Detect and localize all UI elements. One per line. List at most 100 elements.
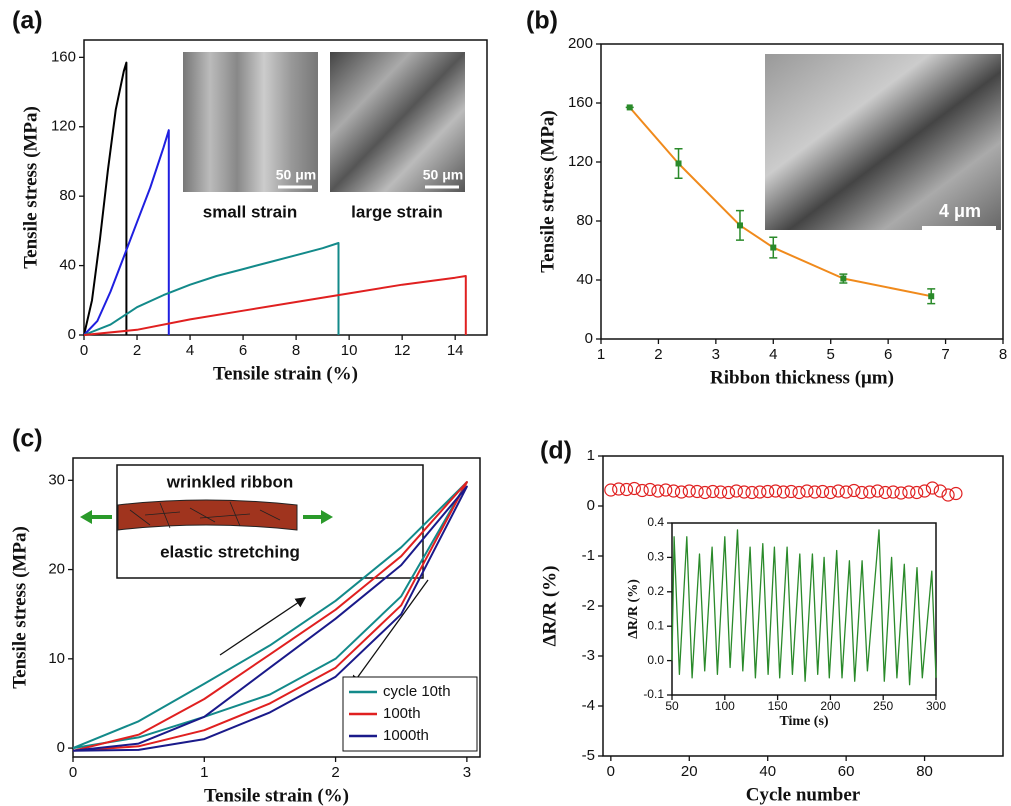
- x-tick-label: 12: [394, 342, 411, 359]
- x-tick-label: 0: [607, 763, 615, 780]
- y-tick-label: -0.1: [643, 687, 664, 701]
- x-tick-label: 80: [916, 763, 933, 780]
- marker: [627, 481, 641, 496]
- marker: [737, 485, 751, 499]
- marker: [698, 485, 712, 500]
- y-tick-label: 0.4: [647, 515, 664, 529]
- marker: [870, 484, 885, 498]
- x-tick-label: 150: [768, 699, 788, 713]
- y-tick-label: 80: [576, 212, 593, 229]
- x-tick-label: 2: [654, 346, 662, 363]
- x-tick-label: 10: [341, 342, 358, 359]
- marker: [839, 485, 853, 499]
- x-tick-label: 250: [873, 699, 893, 713]
- marker: [855, 485, 869, 500]
- y-tick-label: 200: [568, 35, 593, 52]
- marker: [651, 484, 665, 498]
- y-tick-label: 0: [68, 326, 76, 343]
- x-tick-label: 60: [838, 763, 855, 780]
- arrow-head: [321, 510, 333, 524]
- marker: [800, 484, 814, 498]
- x-axis-label: Tensile strain (%): [204, 785, 349, 806]
- legend-label: cycle 10th: [383, 683, 451, 700]
- y-axis-label: Tensile stress (MPa): [9, 526, 30, 689]
- marker: [714, 485, 728, 499]
- x-tick-label: 50: [665, 699, 679, 713]
- panel-label: (b): [526, 7, 558, 35]
- marker: [878, 485, 892, 500]
- x-tick-label: 6: [884, 346, 892, 363]
- panel-label: (c): [12, 425, 43, 453]
- y-tick-label: 160: [568, 94, 593, 111]
- ribbon-cracks: [129, 501, 281, 529]
- marker: [675, 160, 682, 167]
- scale-label: 50 μm: [423, 167, 463, 183]
- x-tick-label: 6: [239, 342, 247, 359]
- data-line: [83, 275, 467, 336]
- plot-frame: [83, 39, 488, 336]
- y-tick-label: 0: [585, 330, 593, 347]
- y-tick-label: -1: [582, 547, 595, 564]
- x-axis-label: Tensile strain (%): [213, 363, 358, 384]
- y-tick-label: -4: [582, 697, 595, 714]
- marker: [643, 482, 657, 497]
- marker: [768, 484, 783, 498]
- x-tick-label: 1: [597, 346, 605, 363]
- marker: [706, 484, 720, 499]
- marker: [925, 481, 940, 495]
- x-tick-label: 0: [69, 764, 77, 781]
- y-axis-label: Tensile stress (MPa): [537, 110, 558, 273]
- marker: [902, 485, 916, 499]
- data-line: [83, 242, 340, 336]
- x-tick-label: 0: [80, 342, 88, 359]
- x-tick-label: 4: [769, 346, 777, 363]
- legend-label: 1000th: [383, 727, 429, 744]
- x-tick-label: 3: [463, 764, 471, 781]
- x-tick-label: 200: [820, 699, 840, 713]
- marker: [674, 485, 689, 499]
- x-tick-label: 100: [715, 699, 735, 713]
- data-line: [72, 481, 468, 752]
- marker: [917, 484, 932, 498]
- data-line: [83, 61, 128, 336]
- marker: [776, 485, 790, 499]
- annotation: small strain: [203, 202, 298, 221]
- marker: [863, 485, 877, 499]
- y-tick-label: 0.1: [647, 618, 664, 632]
- y-tick-label: 10: [48, 650, 65, 667]
- marker: [823, 485, 838, 500]
- marker: [604, 483, 618, 497]
- y-tick-label: -2: [582, 597, 595, 614]
- x-axis-label: Time (s): [779, 714, 828, 729]
- x-tick-label: 8: [292, 342, 300, 359]
- marker: [666, 484, 681, 498]
- x-tick-label: 7: [941, 346, 949, 363]
- x-tick-label: 2: [331, 764, 339, 781]
- direction-arrow: [351, 579, 429, 687]
- marker: [847, 483, 861, 498]
- marker: [840, 275, 847, 282]
- marker: [761, 484, 775, 499]
- y-tick-label: 80: [59, 187, 76, 204]
- y-tick-label: 1: [587, 447, 595, 464]
- y-tick-label: 160: [51, 48, 76, 65]
- marker: [745, 485, 759, 500]
- marker: [816, 484, 830, 499]
- marker: [933, 484, 947, 498]
- marker: [612, 482, 626, 496]
- annotation: large strain: [351, 202, 443, 221]
- y-tick-label: 0.0: [647, 653, 664, 667]
- y-tick-label: 0.3: [647, 550, 664, 564]
- y-tick-label: 0: [57, 739, 65, 756]
- x-tick-label: 40: [759, 763, 776, 780]
- panel-label: (a): [12, 7, 43, 35]
- marker: [736, 222, 743, 229]
- y-tick-label: 20: [48, 561, 65, 578]
- marker: [619, 482, 634, 497]
- data-line: [671, 529, 937, 686]
- y-tick-label: 40: [59, 257, 76, 274]
- marker: [831, 484, 845, 498]
- annotation: wrinkled ribbon: [166, 472, 294, 491]
- y-tick-label: 120: [51, 118, 76, 135]
